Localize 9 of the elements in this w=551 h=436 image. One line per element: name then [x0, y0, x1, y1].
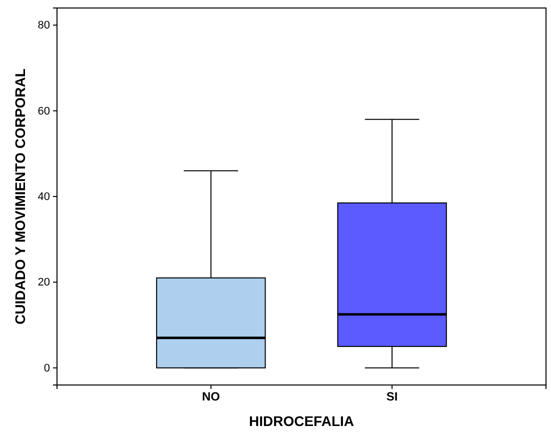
y-tick-label: 20: [38, 276, 50, 289]
y-tick-label: 0: [44, 362, 50, 374]
x-tick-label: SI: [386, 390, 398, 404]
y-axis-title: CUIDADO Y MOVIMIENTO CORPORAL: [12, 68, 28, 324]
y-tick-label: 40: [38, 191, 50, 204]
y-tick-label: 60: [38, 105, 50, 118]
y-tick-label: 80: [38, 20, 50, 32]
x-tick-label: NO: [202, 390, 220, 404]
x-axis-title: HIDROCEFALIA: [249, 413, 354, 429]
